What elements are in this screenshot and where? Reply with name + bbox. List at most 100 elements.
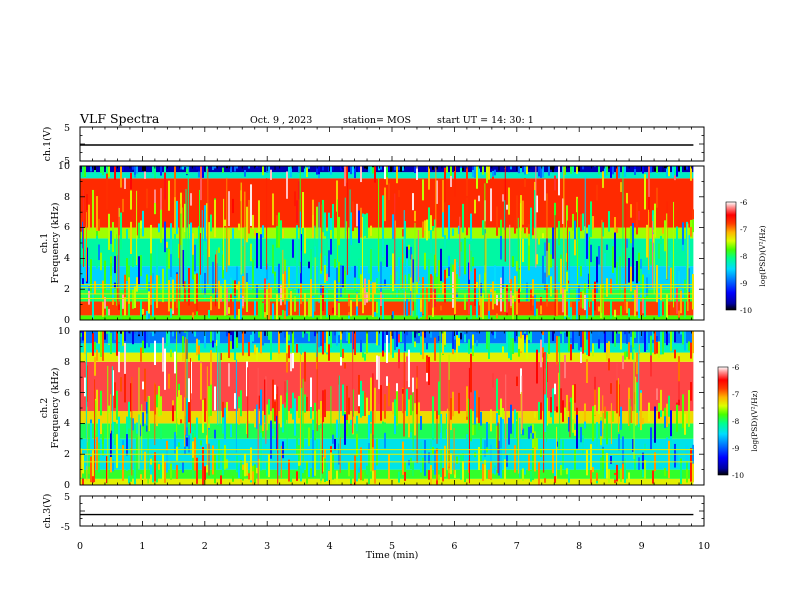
ch1-spec-streak [142,166,144,171]
ch1-spec-streak [280,220,282,241]
ch2-spec-streak [362,390,364,416]
ch2-spec-streak [126,457,128,471]
ch1-spec-streak [518,166,520,174]
ch1-spec-streak [138,222,140,239]
ch2-spec-sferic [330,386,332,436]
ch1-spec-streak [388,166,390,171]
ch1-spec-streak [516,261,518,272]
ch2-spec-streak [572,331,574,350]
ch1-spec-streak [174,166,176,198]
ch2-spec-sferic [412,391,414,452]
ch1-spec-streak [444,167,446,203]
ch1-spec-streak [156,244,158,280]
ch1-spec-streak [98,246,100,258]
ch2-spec-streak [376,355,378,380]
ch2-spec-streak [348,397,350,415]
ch1-spec-streak [504,287,506,312]
ch2-spec-streak [140,347,142,362]
ch2-spec-streak [674,443,676,468]
ch2-spec-streak [230,424,232,438]
ch2-spec-streak [376,331,378,346]
ch1-spec-streak [208,166,210,171]
ch2-spec-streak [608,358,610,371]
ch1-spectrogram-frame [79,165,705,321]
ch1-spec-streak [412,259,414,283]
ch1-spec-streak [270,287,272,299]
ch2-spec-sferic [633,349,635,460]
ch2-spec-sferic [436,410,438,444]
ch1-spec-streak [472,257,474,267]
date-label: Oct. 9 , 2023 [250,115,312,126]
ch1-spec-streak [482,220,484,236]
ch1-spec-streak [256,166,258,168]
ch2-spec-streak [142,340,144,354]
ch1-spec-streak [570,166,572,174]
ch2-spec-streak [474,452,476,458]
ch1-spec-sferic [181,207,183,296]
ch2-spec-streak [204,466,206,480]
ch1-spec-streak [172,279,174,311]
ch2-spec-streak [594,404,596,416]
ch2-spec-band-5 [80,361,694,412]
ch1-spec-streak [648,166,650,197]
ch1-spec-band-0 [80,315,694,320]
ch1-spec-streak [344,166,346,187]
ch1-spec-streak [406,258,408,282]
ch1-spec-sferic [346,166,348,275]
ch1-spec-streak [536,195,538,213]
ch1-spec-sferic [298,272,300,316]
ch1-spec-streak [624,166,626,177]
ch2-spec-streak [656,388,658,400]
ch1-spec-streak [228,229,230,266]
ch1-spec-streak [412,193,414,211]
ch1-spec-streak [660,235,662,245]
ch2-spec-streak [246,418,248,435]
ch1-spec-streak [540,166,542,178]
x-tick-label: 0 [77,541,83,552]
ch2-spec-sferic [154,382,156,446]
ch2-spec-streak [466,386,468,417]
ch2-spec-streak [224,407,226,439]
ch1-spec-streak [544,242,546,256]
ch1-spec-streak [320,284,322,297]
ch2-spec-streak [450,398,452,420]
ch1-spec-streak [458,225,460,235]
ch1-spec-streak [542,255,544,284]
ch2-spec-sferic [184,337,186,435]
ch1-spec-streak [398,257,400,278]
ch2-spec-streak [554,383,556,395]
ch1-spec-streak [562,166,564,176]
ch1-spec-streak [530,207,532,240]
ch1-spec-streak [176,273,178,308]
ch1-spec-sferic [566,220,568,271]
ch1-spec-streak [258,200,260,212]
ch2-spec-streak [302,331,304,338]
ch2-spec-streak [654,406,656,443]
ch2-spec-streak [296,344,298,353]
ch2-spec-streak [306,460,308,484]
ch2-cb-tick-3: -8 [732,417,740,426]
ch2-spec-streak [578,331,580,351]
ch2-spec-streak [518,344,520,357]
ch1-spec-streak [440,305,442,311]
ch2-spec-streak [162,453,164,480]
ch1-spec-streak [266,263,268,280]
ch2-frequency-label: Frequency (kHz) [50,368,61,449]
ch1-spec-streak [470,250,472,272]
ch2-spec-streak [290,473,292,482]
ch1-spec-sferic [652,220,654,289]
ch2-spec-streak [160,464,162,478]
ch1-spec-streak [528,245,530,271]
ch1-spec-streak [376,285,378,317]
ch1-spec-streak [182,166,184,170]
ch2-spec-streak [164,461,166,483]
ch2-spec-streak [634,392,636,405]
ch2-spec-streak [606,342,608,361]
ch2-spec-streak [534,446,536,472]
ch1-spec-streak [466,197,468,236]
ch1-spec-streak [286,171,288,199]
ch1-spec-streak [602,171,604,188]
ch2-spec-streak [488,331,490,359]
ch2-spec-streak [636,413,638,425]
ch2-spec-streak [298,445,300,471]
